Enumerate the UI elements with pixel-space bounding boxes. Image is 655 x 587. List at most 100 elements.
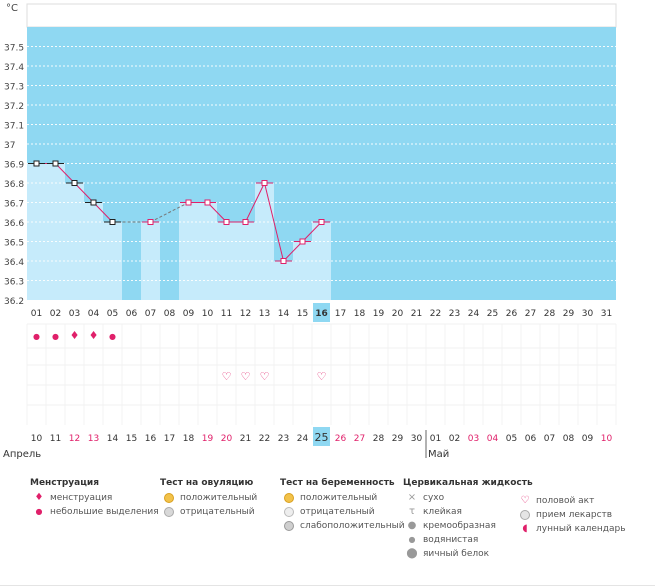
calendar-date-label: 03 xyxy=(468,434,479,444)
heart-icon: ♡ xyxy=(317,370,327,383)
y-tick-label: 37.4 xyxy=(4,63,24,73)
cycle-day-label: 06 xyxy=(126,309,138,319)
legend-label: водянистая xyxy=(423,535,479,545)
calendar-date-label: 15 xyxy=(126,434,137,444)
legend-label: положительный xyxy=(300,493,378,503)
series-line xyxy=(302,221,322,242)
cycle-day-label: 11 xyxy=(221,309,232,319)
y-tick-label: 36.8 xyxy=(4,180,24,190)
legend-label: клейкая xyxy=(423,507,462,517)
cycle-day-label: 10 xyxy=(202,309,214,319)
legend-label: сухо xyxy=(423,493,445,503)
legend-item: ⬤ яичный белок xyxy=(403,547,533,561)
calendar-date-label: 26 xyxy=(335,434,347,444)
calendar-date-label: 10 xyxy=(31,434,43,444)
calendar-date-label: 27 xyxy=(354,434,365,444)
y-tick-label: 36.2 xyxy=(4,297,24,307)
legend-label: лунный календарь xyxy=(536,524,626,534)
legend-label: положительный xyxy=(180,493,258,503)
cycle-day-label: 31 xyxy=(601,309,612,319)
test-weak-icon xyxy=(282,519,296,533)
data-point-marker xyxy=(52,160,59,167)
menstruation-icon: ♦ xyxy=(89,329,99,342)
cycle-day-label: 24 xyxy=(468,309,480,319)
cycle-day-label: 16 xyxy=(315,309,328,319)
calendar-date-label: 11 xyxy=(50,434,61,444)
calendar-date-label: 04 xyxy=(487,434,499,444)
legend-title: Тест на беременность xyxy=(280,478,395,488)
legend-item: ● водянистая xyxy=(403,533,533,547)
y-tick-label: 36.7 xyxy=(4,200,24,210)
legend-other: ♡ половой акт прием лекарств ◖ лунный кале… xyxy=(516,494,626,536)
cycle-day-label: 02 xyxy=(50,309,61,319)
calendar-date-label: 25 xyxy=(315,431,329,444)
cycle-day-label: 09 xyxy=(183,309,195,319)
pill-icon xyxy=(518,508,532,522)
calendar-date-label: 22 xyxy=(259,434,270,444)
cycle-day-label: 22 xyxy=(430,309,441,319)
calendar-date-label: 24 xyxy=(297,434,309,444)
temperature-bar xyxy=(198,202,217,300)
y-tick-label: 36.3 xyxy=(4,278,24,288)
series-line xyxy=(245,182,265,223)
cycle-day-label: 08 xyxy=(164,309,176,319)
calendar-date-label: 19 xyxy=(202,434,214,444)
legend-item: τ клейкая xyxy=(403,505,533,519)
legend-item: отрицательный xyxy=(280,505,405,519)
series-line xyxy=(74,182,94,203)
calendar-date-label: 13 xyxy=(88,434,99,444)
footer-divider xyxy=(0,585,655,586)
legend-label: яичный белок xyxy=(423,549,490,559)
cycle-day-label: 07 xyxy=(145,309,156,319)
test-positive-icon xyxy=(282,491,296,505)
legend-label: слабоположительный xyxy=(300,521,405,531)
y-tick-label: 37.1 xyxy=(4,122,24,132)
data-point-marker xyxy=(242,219,249,225)
calendar-date-label: 28 xyxy=(373,434,385,444)
data-point-marker xyxy=(318,219,325,225)
calendar-date-label: 17 xyxy=(164,434,175,444)
data-point-marker xyxy=(280,258,287,264)
cycle-day-label: 25 xyxy=(487,309,498,319)
cycle-day-label: 03 xyxy=(69,309,80,319)
chart-top-band xyxy=(26,3,617,28)
bbt-chart: °C 37.5 37.4 37.3 37.2 37.1 37 36.9 36.8 36.7 36.… xyxy=(3,3,617,460)
calendar-date-label: 09 xyxy=(582,434,594,444)
legend-item: ◖ лунный календарь xyxy=(516,522,626,536)
drop-small-icon: ● xyxy=(35,507,43,516)
temperature-bar xyxy=(179,202,198,300)
test-negative-icon xyxy=(282,505,296,519)
cycle-day-label: 13 xyxy=(259,309,270,319)
legend-item: положительный xyxy=(280,491,405,505)
test-positive-icon xyxy=(162,491,176,505)
calendar-date-label: 21 xyxy=(240,434,251,444)
heart-icon: ♡ xyxy=(222,370,232,383)
watery-icon: ● xyxy=(408,535,416,544)
cycle-day-label: 27 xyxy=(525,309,536,319)
legend-item: положительный xyxy=(160,491,257,505)
cycle-day-label: 15 xyxy=(297,309,308,319)
temperature-bar xyxy=(84,202,103,300)
cycle-day-label: 29 xyxy=(563,309,575,319)
calendar-date-label: 30 xyxy=(411,434,423,444)
calendar-date-label: 07 xyxy=(544,434,555,444)
unit-label: °C xyxy=(6,3,18,14)
legend-label: кремообразная xyxy=(423,521,496,531)
cycle-day-label: 20 xyxy=(392,309,404,319)
menstruation-icon: ● xyxy=(52,332,59,341)
legend-title: Тест на овуляцию xyxy=(160,478,254,488)
y-tick-label: 36.5 xyxy=(4,239,24,249)
series-line xyxy=(55,163,75,184)
legend-label: отрицательный xyxy=(300,507,375,517)
y-tick-label: 37 xyxy=(4,141,15,151)
temperature-bar xyxy=(46,163,65,300)
calendar-date-label: 20 xyxy=(221,434,233,444)
legend-item: ● кремообразная xyxy=(403,519,533,533)
cycle-day-label: 05 xyxy=(107,309,118,319)
calendar-date-label: 08 xyxy=(563,434,575,444)
legend-label: менструация xyxy=(50,493,113,503)
legend-title: Цервикальная жидкость xyxy=(403,478,533,488)
temperature-bar xyxy=(293,241,312,300)
cycle-day-label: 23 xyxy=(449,309,460,319)
series-line xyxy=(283,241,303,262)
